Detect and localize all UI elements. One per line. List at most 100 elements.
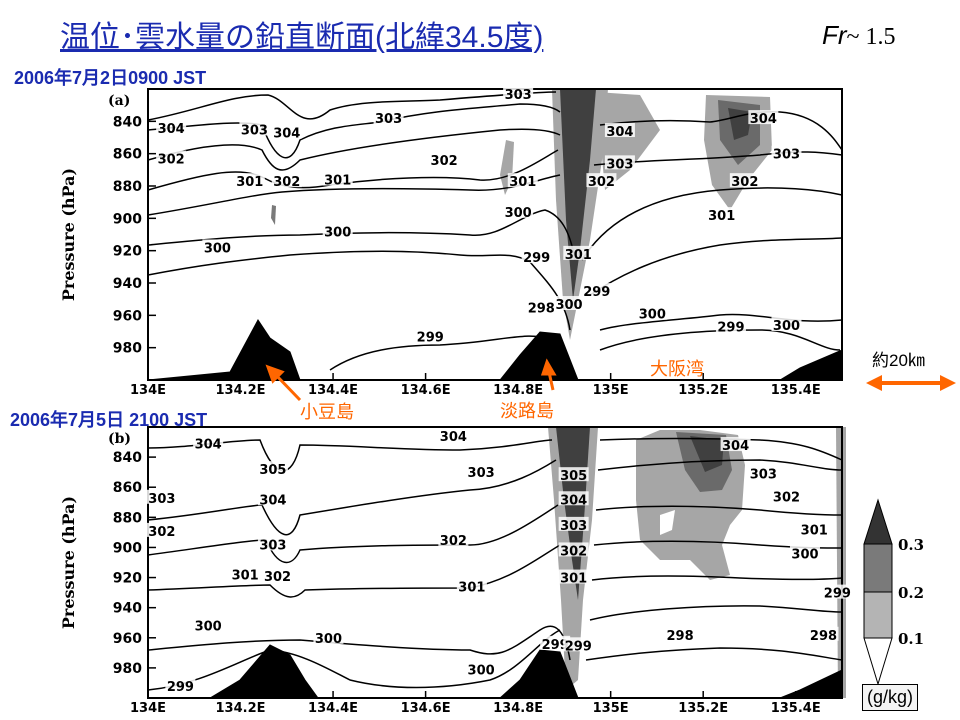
panel-b-contour-label-bg xyxy=(146,522,177,537)
panel-a-contour-label-bg xyxy=(637,305,668,320)
panel-b-contour-label-bg xyxy=(438,531,469,546)
panel-a-xtick-label: 134.2E xyxy=(216,383,266,398)
panel-b-contour-label-bg xyxy=(771,488,802,503)
panel-a-contour-label: 299 xyxy=(417,330,444,345)
panel-a-contour-label: 300 xyxy=(773,319,800,334)
panel-b-contour-label: 300 xyxy=(791,547,818,562)
panel-b-contour-label: 302 xyxy=(148,525,175,540)
annotation-arrows xyxy=(265,358,557,402)
panel-b-contour-label-bg xyxy=(808,626,839,641)
panel-b-contour-label: 304 xyxy=(722,439,749,454)
panel-b-contour-label-bg xyxy=(540,635,571,650)
panel-b-contour-label: 304 xyxy=(195,438,222,453)
panel-b-cloud-water-shade xyxy=(690,436,724,472)
panel-a-cloud-water-shade xyxy=(271,205,276,225)
panel-b-contour-label-bg xyxy=(558,542,589,557)
panel-b-contour-label: 303 xyxy=(259,538,286,553)
panel-a-contour-label-bg xyxy=(415,328,446,343)
panel-b-xtick-label: 134.2E xyxy=(216,701,266,716)
panel-b-contour-label: 302 xyxy=(264,570,291,585)
panel-a-contour-label: 303 xyxy=(606,157,633,172)
panel-b-ytick-label: 840 xyxy=(113,450,142,466)
panel-a-contour-label: 301 xyxy=(236,175,263,190)
panel-a-contour-label: 300 xyxy=(639,308,666,323)
panel-a-contour-label-bg xyxy=(271,173,302,188)
panel-b-contour-label: 303 xyxy=(750,468,777,483)
panel-b-xtick-label: 134.8E xyxy=(493,701,543,716)
panel-a-contour-label-bg xyxy=(156,119,187,134)
panel-a-isentrope xyxy=(329,335,551,371)
panel-b-xtick-label: 135.2E xyxy=(678,701,728,716)
panel-a-contour-label: 303 xyxy=(505,88,532,103)
panel-b-contour-label-bg xyxy=(146,489,177,504)
panel-a-xtick-label: 134.8E xyxy=(493,383,543,398)
colorbar xyxy=(863,498,893,686)
panel-b-contour-label-bg xyxy=(665,626,696,641)
panel-a-contour-label: 303 xyxy=(241,123,268,138)
panel-a-contour-label: 299 xyxy=(523,251,550,266)
panel-a-isentrope xyxy=(147,250,571,331)
panel-a-contour-label: 303 xyxy=(375,112,402,127)
panel-a-ytick-label: 940 xyxy=(113,276,142,292)
panel-b-isentrope xyxy=(147,544,561,598)
panel-b-contour-label: 304 xyxy=(560,493,587,508)
panel-a-ytick-label: 840 xyxy=(113,114,142,130)
panel-a-contour-label: 302 xyxy=(431,154,458,169)
panel-b-contour-label-bg xyxy=(720,437,751,452)
panel-a-contour-label-bg xyxy=(729,173,760,188)
panel-b-contour-label-bg xyxy=(257,461,288,476)
panel-b-contour-label: 304 xyxy=(259,493,286,508)
panel-b-contour-label: 300 xyxy=(195,620,222,635)
panel-b-contour-label: 301 xyxy=(560,572,587,587)
panel-a-contour-label-bg xyxy=(581,283,612,298)
panel-a-contour-label-bg xyxy=(507,173,538,188)
panel-b-contour-label-bg xyxy=(262,568,293,583)
panel-b-contour-label: 302 xyxy=(773,490,800,505)
panel-a-contour-label: 301 xyxy=(565,248,592,263)
scale-bar-label: 約20㎞ xyxy=(872,351,925,370)
panel-a-ytick-label: 860 xyxy=(113,147,142,163)
panel-b-contour-label-bg xyxy=(558,467,589,482)
panel-b-isentrope xyxy=(595,505,843,516)
panel-a-isentrope xyxy=(589,237,843,296)
panel-a-contour-label: 304 xyxy=(750,112,777,127)
panel-a-contour-label-bg xyxy=(503,203,534,218)
panel-b-ytick-label: 900 xyxy=(113,540,142,556)
panel-a-contour-label-bg xyxy=(322,223,353,238)
panel-b-contour-label: 299 xyxy=(167,680,194,695)
panel-b-contour-label: 305 xyxy=(560,469,587,484)
panel-b-contour-label: 303 xyxy=(148,492,175,507)
panel-a-contour-label: 304 xyxy=(158,122,185,137)
panel-a-contour-label-bg xyxy=(156,150,187,165)
panel-b-contour-label: 300 xyxy=(468,663,495,678)
panel-a-xtick-label: 134E xyxy=(130,383,166,398)
page-title: 温位･雲水量の鉛直断面(北緯34.5度) xyxy=(60,21,544,54)
panel-a-contour-label: 304 xyxy=(273,127,300,142)
panel-b-ytick-label: 880 xyxy=(113,510,142,526)
panel-b-contour-label-bg xyxy=(313,629,344,644)
panel-b-contour-label-bg xyxy=(799,521,830,536)
panel-a-xtick-label: 134.6E xyxy=(401,383,451,398)
panel-a-contour-label: 301 xyxy=(324,174,351,189)
panel-a-contour-label: 300 xyxy=(324,225,351,240)
panel-b-contour-label-bg xyxy=(230,566,261,581)
panel-a-contour-label: 302 xyxy=(588,175,615,190)
panel-b-contour-label: 301 xyxy=(232,569,259,584)
panel-a-contour-label-bg xyxy=(748,110,779,125)
panel-a-contour-label: 300 xyxy=(555,298,582,313)
panel-a-contour-label-bg xyxy=(706,207,737,222)
panel-a-ylabel: Pressure (hPa) xyxy=(59,168,78,301)
panel-b-contour-label-bg xyxy=(563,637,594,652)
panel-b-cloud-water-shade xyxy=(660,510,675,535)
panel-a-contour-label-bg xyxy=(604,123,635,138)
panel-b-contour-label: 304 xyxy=(440,430,467,445)
panel-a-cloud-water-shade xyxy=(728,108,752,140)
colorbar-band-mid xyxy=(863,543,893,593)
panel-a-contour-label: 304 xyxy=(606,125,633,140)
panel-a-ytick-label: 880 xyxy=(113,179,142,195)
panel-b-contour-label: 298 xyxy=(666,629,693,644)
panel-b-contour-label-bg xyxy=(193,617,224,632)
panel-b-contour-label-bg xyxy=(466,661,497,676)
panel-b-contour-label: 303 xyxy=(560,519,587,534)
panel-a-contour-label: 302 xyxy=(731,175,758,190)
